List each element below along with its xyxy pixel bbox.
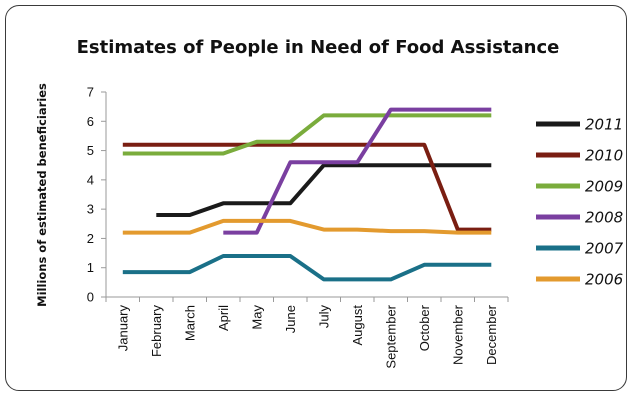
legend-label: 2011	[585, 116, 623, 134]
x-tick-label: August	[350, 305, 365, 346]
y-tick-label: 6	[87, 114, 94, 129]
x-tick-label: June	[283, 305, 298, 333]
x-tick-label: February	[149, 305, 164, 358]
series-line-2011	[156, 163, 492, 217]
x-tick-label: January	[115, 305, 130, 352]
series-line-2009	[122, 113, 492, 156]
y-tick-label: 4	[87, 172, 94, 187]
legend-label: 2010	[585, 147, 623, 165]
chart-frame	[5, 5, 627, 391]
x-tick-label: October	[417, 304, 432, 351]
y-tick-label: 3	[87, 202, 94, 217]
y-tick-label: 1	[87, 260, 94, 275]
legend: 2011 2010 2009 2008 2007 2006	[536, 116, 624, 289]
chart-title: Estimates of People in Need of Food Assi…	[77, 37, 560, 58]
legend-label: 2009	[585, 178, 623, 196]
legend-label: 2006	[585, 271, 623, 289]
series-line-2008	[223, 107, 492, 235]
x-tick-label: November	[450, 304, 465, 365]
legend-label: 2007	[585, 240, 624, 258]
y-axis-label: Millions of estimated beneficiaries	[35, 83, 49, 307]
axes: 0 1 2 3 4 5 6 7 January February March April May June…	[87, 85, 509, 369]
y-tick-label: 5	[87, 143, 94, 158]
x-tick-label: May	[249, 305, 264, 330]
series-line-2006	[122, 218, 492, 235]
series-line-2010	[122, 142, 492, 232]
y-tick-label: 0	[87, 290, 94, 305]
y-tick-label: 2	[87, 231, 94, 246]
legend-label: 2008	[585, 209, 623, 227]
x-tick-label: March	[182, 305, 197, 341]
x-tick-label: December	[484, 304, 499, 365]
x-tick-label: July	[316, 305, 331, 329]
y-tick-label: 7	[87, 85, 94, 100]
x-tick-label: April	[216, 305, 231, 331]
series-line-2007	[122, 254, 492, 282]
series-group	[122, 107, 492, 282]
x-tick-label: September	[383, 304, 398, 368]
